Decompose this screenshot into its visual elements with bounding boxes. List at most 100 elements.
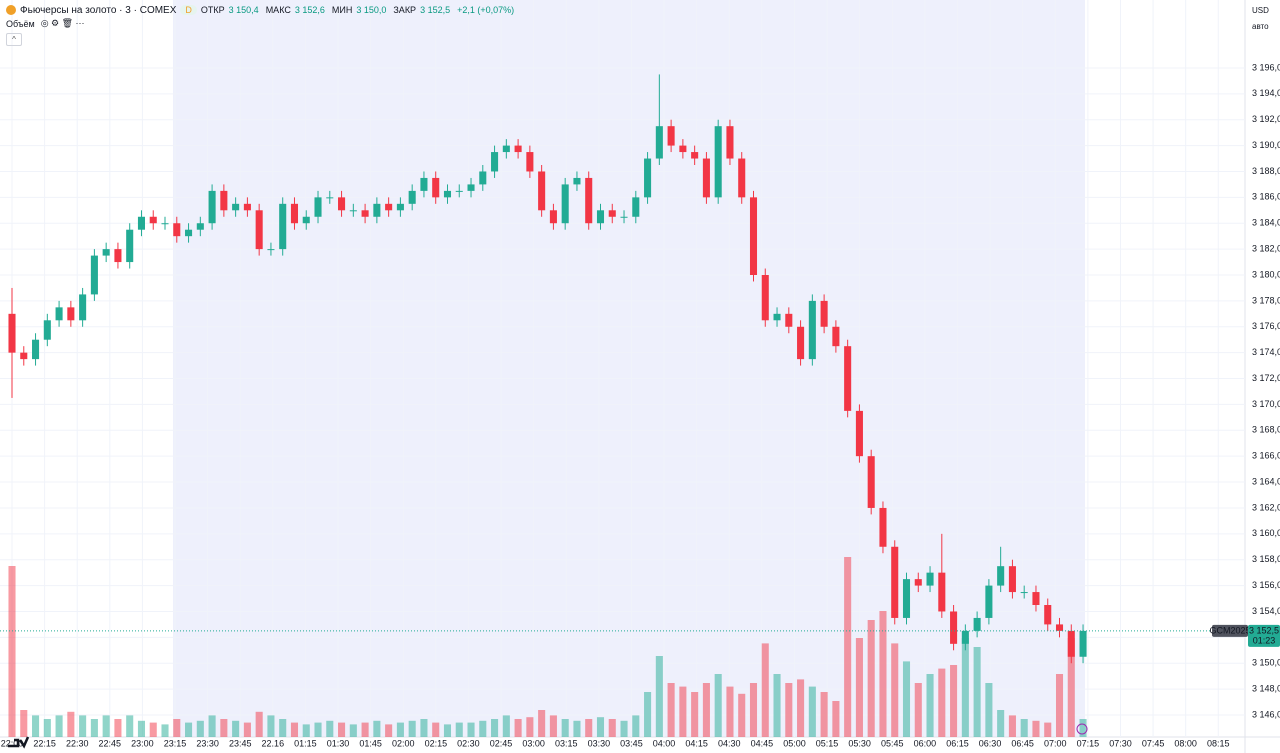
x-tick-label: 06:15 <box>946 738 969 748</box>
candle-body <box>608 210 616 217</box>
candle-body <box>808 300 816 360</box>
candle-body <box>679 145 687 153</box>
volume-bar <box>596 717 605 737</box>
volume-bar <box>491 719 499 737</box>
volume-bar <box>79 715 87 737</box>
candle-body <box>149 216 157 224</box>
x-tick-label: 07:30 <box>1109 738 1132 748</box>
x-tick-label: 22:00 <box>1 738 24 748</box>
candle-body <box>738 158 746 198</box>
y-tick-label: 3 196,0 <box>1252 62 1280 72</box>
volume-bar <box>161 724 169 737</box>
candle-body <box>502 145 510 153</box>
y-tick-label: 3 150,0 <box>1252 658 1280 668</box>
candle-body <box>491 152 499 172</box>
candle-body <box>797 326 805 360</box>
volume-bar <box>149 722 157 737</box>
volume-bar <box>173 719 181 737</box>
ohlc-value: 3 150,4 <box>228 5 259 15</box>
volume-bar <box>726 686 734 737</box>
collapse-button[interactable]: ^ <box>6 33 22 46</box>
candle-body <box>185 229 193 237</box>
x-tick-label: 06:30 <box>979 738 1002 748</box>
y-tick-label: 3 192,0 <box>1252 114 1280 124</box>
y-tick-label: 3 160,0 <box>1252 528 1280 538</box>
volume-bar <box>1020 719 1028 737</box>
x-tick-label: 05:15 <box>816 738 839 748</box>
currency[interactable]: USD <box>1252 6 1269 15</box>
x-tick-label: 23:30 <box>196 738 219 748</box>
volume-bar <box>8 566 16 737</box>
volume-bar <box>914 683 922 737</box>
indicator-name[interactable]: Объём <box>6 18 35 29</box>
candle-body <box>243 203 251 211</box>
volume-bar <box>1055 674 1064 737</box>
volume-bar <box>585 719 593 737</box>
candle-body <box>832 326 840 347</box>
candle-body <box>67 307 75 321</box>
candle-body <box>1044 605 1052 625</box>
y-tick-label: 3 174,0 <box>1252 347 1280 357</box>
volume-bar <box>514 719 522 737</box>
volume-bar <box>691 692 699 737</box>
y-tick-label: 3 156,0 <box>1252 580 1280 590</box>
candle-body <box>161 223 169 225</box>
candle-body <box>867 456 875 508</box>
candle-body <box>891 546 899 618</box>
candle-body <box>1032 592 1040 605</box>
candle-body <box>20 352 28 360</box>
volume-bar <box>502 715 510 737</box>
volume-bar <box>455 722 463 737</box>
volume-bar <box>961 638 969 737</box>
volume-bar <box>526 717 534 737</box>
symbol-label: GCM2025 <box>1209 625 1250 635</box>
candle-body <box>255 210 263 250</box>
ohlc-value: 3 150,0 <box>356 5 387 15</box>
candle-body <box>938 572 946 612</box>
indicator-icons[interactable]: ◎ ⚙ 🗑 ··· <box>40 18 85 28</box>
candle-body <box>432 177 440 198</box>
candle-body <box>8 313 16 353</box>
candle-body <box>302 216 310 224</box>
x-tick-label: 05:30 <box>848 738 871 748</box>
candle-body <box>985 585 993 618</box>
scale-mode[interactable]: авто <box>1252 22 1269 31</box>
y-tick-label: 3 172,0 <box>1252 373 1280 383</box>
candle-body <box>32 339 40 360</box>
x-tick-label: 08:00 <box>1174 738 1197 748</box>
volume-bar <box>114 719 122 737</box>
x-tick-label: 04:30 <box>718 738 741 748</box>
y-tick-label: 3 178,0 <box>1252 295 1280 305</box>
change: +2,1 (+0,07%) <box>457 5 515 15</box>
candle-body <box>408 190 416 204</box>
symbol-icon <box>6 5 16 15</box>
x-tick-label: 23:45 <box>229 738 252 748</box>
candle-body <box>879 507 887 547</box>
volume-bar <box>855 638 863 737</box>
volume-bar <box>479 720 487 737</box>
y-tick-label: 3 168,0 <box>1252 425 1280 435</box>
candle-body <box>443 190 452 198</box>
volume-bar <box>761 643 769 737</box>
x-tick-label: 01:30 <box>327 738 350 748</box>
symbol-title[interactable]: Фьючерсы на золото · 3 · COMEX <box>20 4 177 16</box>
volume-bar <box>867 620 875 737</box>
x-tick-label: 04:45 <box>751 738 774 748</box>
candle-body <box>526 152 534 172</box>
x-tick-label: 22.16 <box>262 738 285 748</box>
candle-body <box>950 611 958 644</box>
volume-bar <box>243 722 251 737</box>
candle-body <box>1008 566 1016 593</box>
y-tick-label: 3 188,0 <box>1252 166 1280 176</box>
x-tick-label: 05:00 <box>783 738 806 748</box>
candle-body <box>573 177 581 185</box>
price-box <box>1248 624 1280 647</box>
volume-bar <box>1044 722 1052 737</box>
event-icon[interactable] <box>1076 723 1088 735</box>
volume-bar <box>549 715 557 737</box>
volume-bar <box>561 719 569 737</box>
x-tick-label: 05:45 <box>881 738 904 748</box>
candle-body <box>549 210 557 224</box>
volume-bar <box>832 701 840 737</box>
